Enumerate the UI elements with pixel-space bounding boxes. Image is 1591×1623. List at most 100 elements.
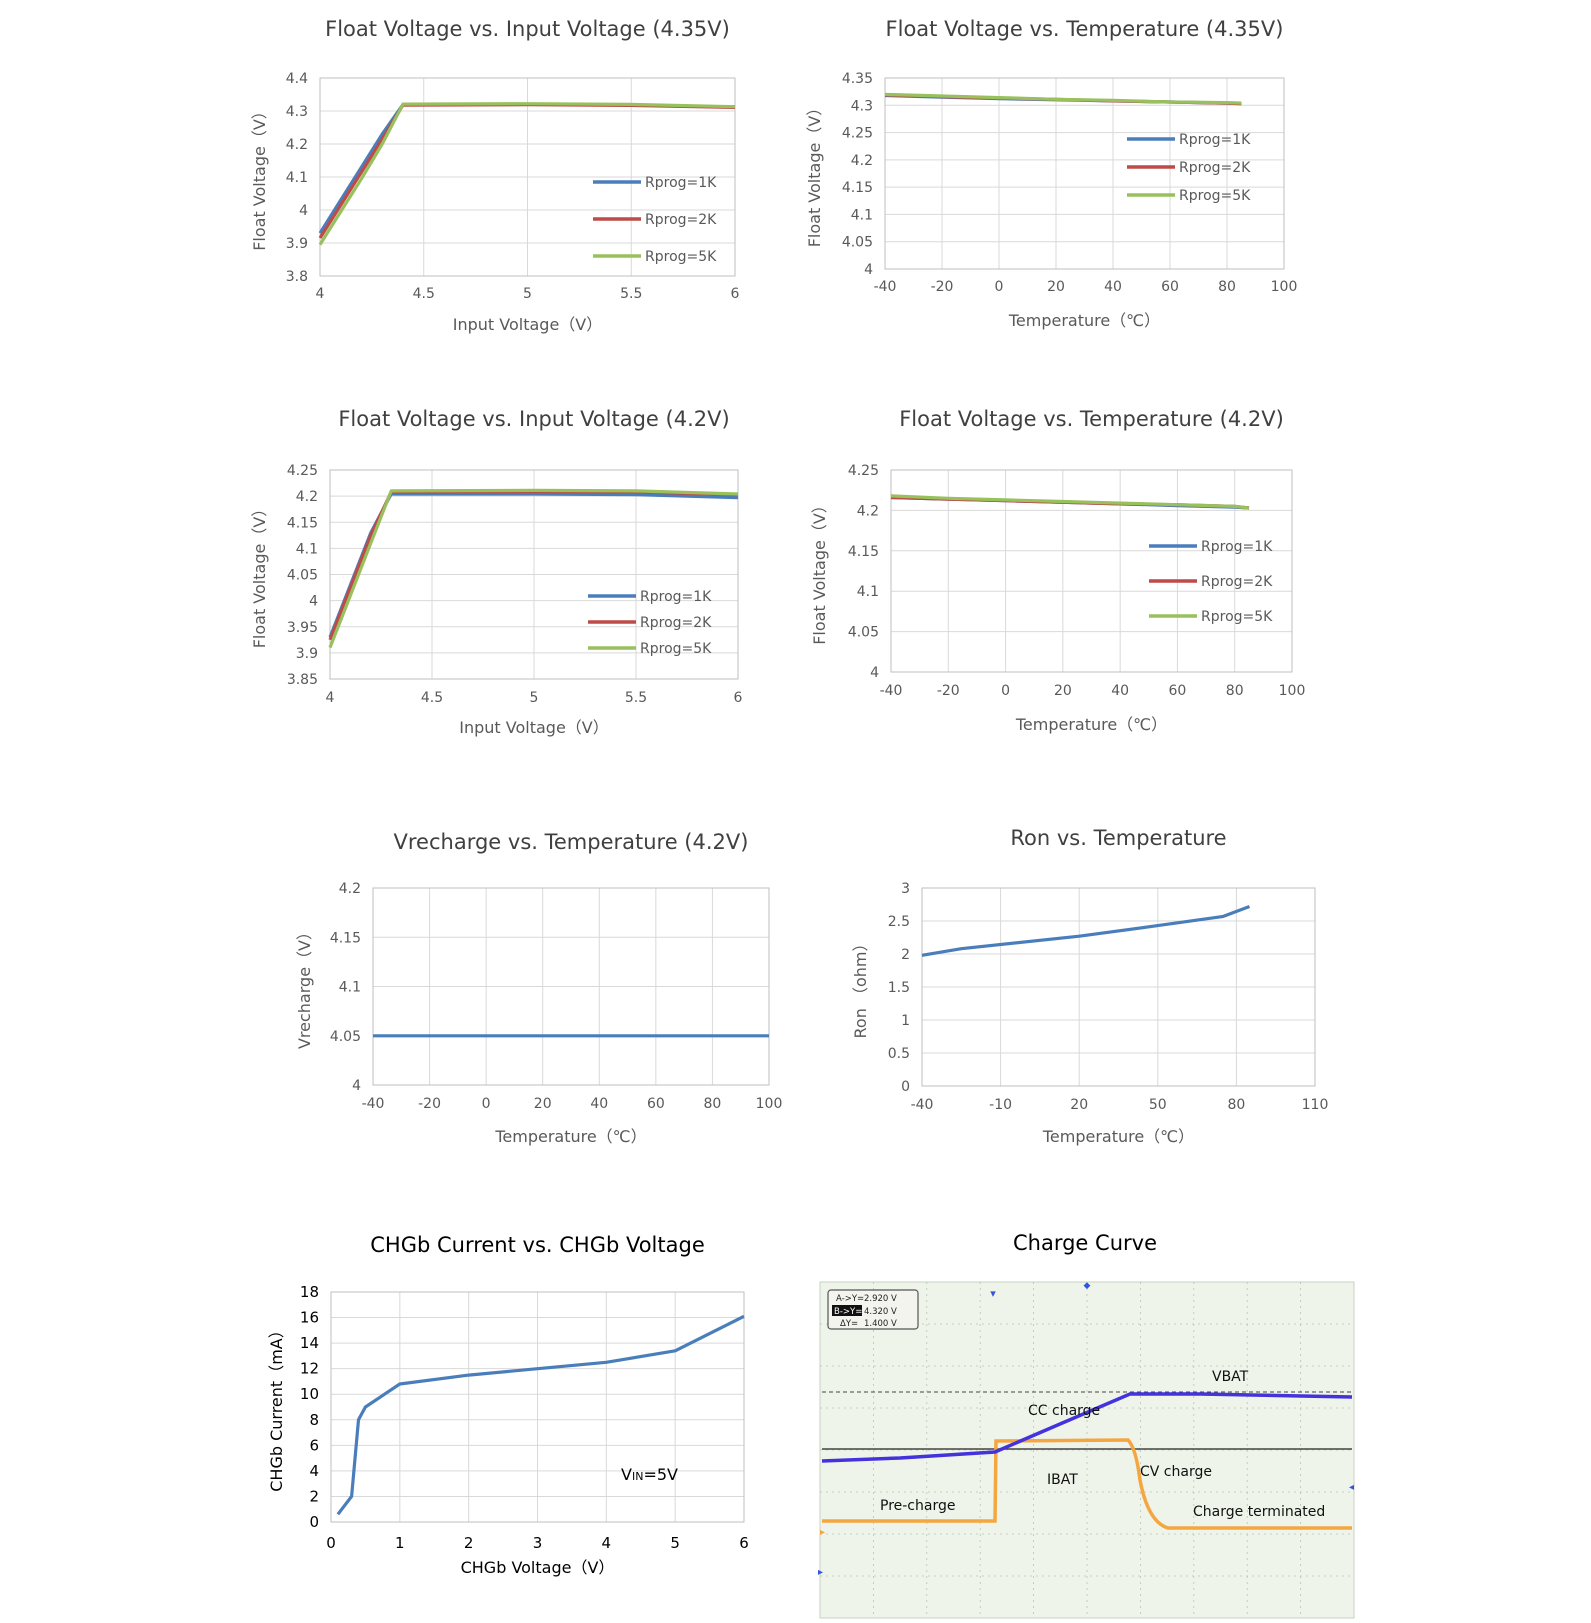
- y-axis-label: Float Voltage（V）: [250, 103, 269, 251]
- scope-grid: [820, 1282, 1354, 1618]
- plot-frame: [319, 77, 736, 277]
- legend-label: Rprog=5K: [1179, 188, 1251, 204]
- x-tick-label: 20: [1070, 1097, 1088, 1113]
- readout-b-highlight: [832, 1305, 862, 1316]
- x-tick-label: 5.5: [625, 690, 647, 706]
- x-tick-label: 110: [1302, 1097, 1329, 1113]
- y-tick-label: 4.15: [287, 515, 318, 531]
- x-tick-label: 80: [704, 1096, 722, 1112]
- charge-terminated-label: Charge terminated: [1193, 1504, 1325, 1520]
- x-tick-label: 0: [482, 1096, 491, 1112]
- top-marker-icon: ◆: [1084, 1281, 1091, 1291]
- x-tick-label: 100: [756, 1096, 783, 1112]
- ibat-label: IBAT: [1047, 1472, 1078, 1488]
- y-tick-label: 4: [870, 665, 879, 681]
- y-tick-label: 4: [309, 594, 318, 610]
- x-tick-label: 5: [670, 1534, 680, 1552]
- y-tick-label: 4: [864, 262, 873, 278]
- x-tick-label: 40: [1104, 279, 1122, 295]
- x-tick-label: 40: [590, 1096, 608, 1112]
- x-tick-label: -20: [931, 279, 954, 295]
- plot-frame: [330, 1291, 745, 1523]
- pre-charge-label: Pre-charge: [880, 1498, 955, 1514]
- x-axis-label: Temperature（℃）: [1015, 715, 1167, 734]
- x-axis-label: Temperature（℃）: [1042, 1127, 1194, 1146]
- y-tick-label: 4: [352, 1078, 361, 1094]
- readout-b-key: B->Y=: [834, 1307, 862, 1317]
- y-tick-label: 1: [901, 1013, 910, 1029]
- x-tick-label: 0: [1001, 683, 1010, 699]
- chart-c4: Float Voltage vs. Temperature (4.2V) -40 -…: [810, 407, 1305, 734]
- legend-label: Rprog=2K: [640, 615, 712, 631]
- chart-title: Float Voltage vs. Temperature (4.2V): [899, 407, 1284, 431]
- vbat-label: VBAT: [1212, 1369, 1249, 1385]
- y-tick-label: 4.1: [286, 170, 308, 186]
- x-tick-label: 1: [395, 1534, 405, 1552]
- y-tick-label: 4.2: [286, 137, 308, 153]
- series-line-rprog-5k: [328, 488, 739, 649]
- y-tick-label: 3.9: [296, 646, 318, 662]
- y-axis-label: CHGb Current（mA）: [267, 1322, 286, 1491]
- chart-c5: Vrecharge vs. Temperature (4.2V) -40 -20 0 2…: [295, 830, 782, 1146]
- readout-a-value: 2.920 V: [864, 1294, 897, 1304]
- chart-title: Vrecharge vs. Temperature (4.2V): [394, 830, 749, 854]
- y-tick-label: 4.25: [287, 463, 318, 479]
- ch2-level-marker-icon: ▸: [820, 1527, 825, 1538]
- y-tick-label: 4.15: [842, 180, 873, 196]
- legend-label: Rprog=1K: [1201, 539, 1273, 555]
- y-tick-label: 1.5: [888, 980, 910, 996]
- plot-frame: [372, 887, 770, 1086]
- x-tick-label: 100: [1279, 683, 1306, 699]
- y-tick-label: 2: [901, 947, 910, 963]
- legend-label: Rprog=2K: [645, 212, 717, 228]
- x-tick-label: 100: [1271, 279, 1298, 295]
- y-tick-label: 4.05: [287, 568, 318, 584]
- y-tick-label: 4: [299, 203, 308, 219]
- y-tick-label: 3.95: [287, 620, 318, 636]
- y-tick-label: 4.3: [851, 98, 873, 114]
- x-tick-label: 80: [1218, 279, 1236, 295]
- y-tick-label: 4.15: [330, 930, 361, 946]
- x-tick-label: 4.5: [421, 690, 443, 706]
- y-tick-label: 2: [309, 1487, 319, 1505]
- y-tick-label: 2.5: [888, 914, 910, 930]
- x-tick-label: -20: [937, 683, 960, 699]
- y-axis-label: Float Voltage（V）: [805, 100, 824, 248]
- x-tick-label: -40: [362, 1096, 385, 1112]
- x-tick-label: -40: [874, 279, 897, 295]
- readout-box: [827, 1289, 919, 1330]
- y-tick-label: 4.3: [286, 104, 308, 120]
- x-tick-label: 80: [1226, 683, 1244, 699]
- y-tick-label: 0.5: [888, 1046, 910, 1062]
- x-tick-label: 40: [1111, 683, 1129, 699]
- x-tick-label: -40: [880, 683, 903, 699]
- chart-title: CHGb Current vs. CHGb Voltage: [370, 1233, 705, 1257]
- chart-title: Float Voltage vs. Input Voltage (4.35V): [325, 17, 730, 41]
- chart-title: Float Voltage vs. Temperature (4.35V): [886, 17, 1284, 41]
- series-line-rprog-5k: [318, 102, 736, 246]
- trigger-marker-icon: ▾: [990, 1287, 996, 1300]
- legend-label: Rprog=5K: [1201, 609, 1273, 625]
- legend-label: Rprog=1K: [1179, 132, 1251, 148]
- chart-title: Ron vs. Temperature: [1010, 826, 1226, 850]
- vbat-trace: [821, 1392, 1353, 1463]
- y-tick-label: 18: [300, 1283, 319, 1301]
- x-tick-label: 20: [1047, 279, 1065, 295]
- chart-c2: Float Voltage vs. Temperature (4.35V) -40…: [805, 17, 1297, 330]
- y-tick-label: 4.1: [851, 207, 873, 223]
- plot-frame: [890, 469, 1293, 673]
- x-tick-label: 5: [530, 690, 539, 706]
- y-tick-label: 14: [300, 1334, 319, 1352]
- x-tick-label: 5.5: [620, 286, 642, 302]
- x-tick-label: 3: [533, 1534, 543, 1552]
- plot-frame: [884, 77, 1285, 270]
- y-tick-label: 4.1: [339, 980, 361, 996]
- x-tick-label: 6: [731, 286, 740, 302]
- x-tick-label: -10: [989, 1097, 1012, 1113]
- y-tick-label: 12: [300, 1360, 319, 1378]
- chart-title: Float Voltage vs. Input Voltage (4.2V): [338, 407, 729, 431]
- right-marker-icon: ◂: [1349, 1482, 1354, 1493]
- y-tick-label: 4.2: [339, 881, 361, 897]
- ch1-level-marker-icon: ▸: [818, 1567, 823, 1578]
